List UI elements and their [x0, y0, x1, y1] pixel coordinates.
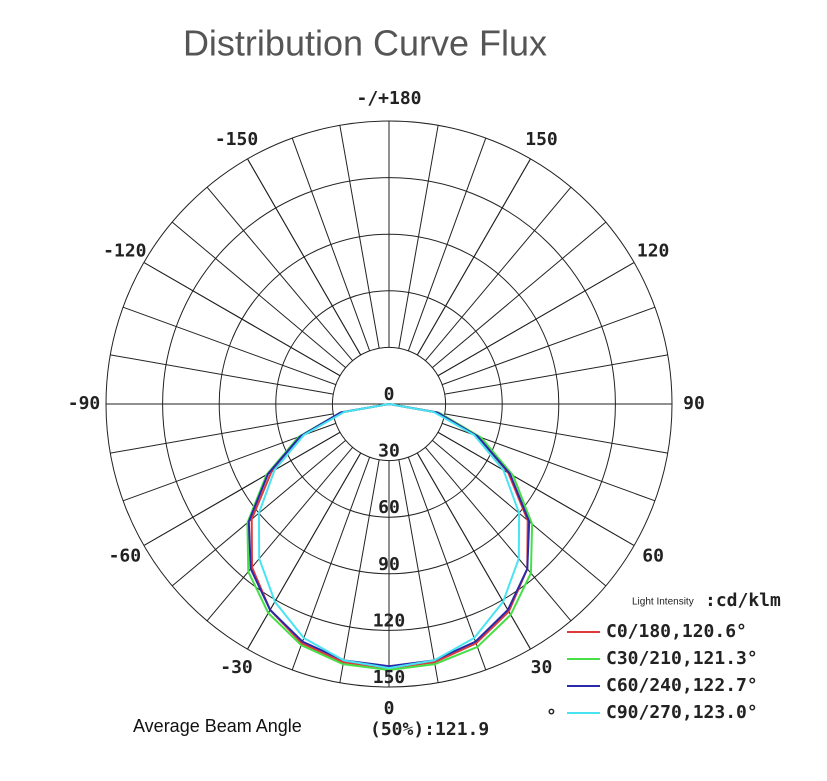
radial-tick-label: 150 — [373, 667, 406, 688]
spoke — [398, 459, 439, 683]
spoke — [432, 221, 607, 369]
angle-tick-label: 120 — [637, 241, 670, 262]
spoke — [424, 186, 572, 361]
spoke — [442, 306, 656, 386]
spoke — [339, 459, 380, 683]
intensity-curve — [257, 403, 521, 670]
beam-degree: ° — [546, 706, 557, 727]
intensity-curve — [246, 403, 534, 672]
angle-tick-label: 150 — [525, 129, 558, 150]
spoke — [291, 457, 371, 671]
angle-tick-label: 90 — [683, 393, 705, 414]
spoke — [339, 125, 380, 349]
spoke — [122, 306, 336, 386]
spoke — [206, 447, 354, 622]
unit: :cd/klm — [705, 590, 781, 611]
chart-title: Distribution Curve Flux — [183, 23, 547, 64]
legend-label: C90/270,123.0° — [606, 702, 758, 723]
angle-grid-line — [143, 262, 341, 377]
angle-grid-line — [247, 452, 362, 650]
beam-label: Average Beam Angle — [133, 716, 302, 736]
spoke — [407, 137, 487, 351]
angle-tick-label: -90 — [68, 393, 101, 414]
angle-tick-label: -150 — [215, 129, 258, 150]
legend-label: C30/210,121.3° — [606, 648, 758, 669]
spoke — [110, 354, 334, 395]
spoke — [444, 413, 668, 454]
angle-grid-line — [437, 431, 635, 546]
intensity-curve — [247, 403, 531, 668]
angle-tick-label: -120 — [103, 241, 146, 262]
spoke — [398, 125, 439, 349]
legend-label: C60/240,122.7° — [606, 675, 758, 696]
angle-tick-label: -30 — [220, 657, 253, 678]
spoke — [444, 354, 668, 395]
unit-prefix: Light Intensity — [632, 597, 694, 608]
spoke — [291, 137, 371, 351]
spoke — [171, 221, 346, 369]
angle-tick-label: 30 — [531, 657, 553, 678]
spoke — [407, 457, 487, 671]
radial-tick-label: 120 — [373, 610, 406, 631]
radial-tick-label: 90 — [378, 554, 400, 575]
angle-tick-label: -/+180 — [356, 88, 421, 109]
angle-tick-label: 60 — [642, 546, 664, 567]
radial-tick-label: 0 — [384, 384, 395, 405]
angle-grid-line — [416, 452, 531, 650]
angle-grid-line — [437, 262, 635, 377]
spoke — [110, 413, 334, 454]
beam-value: (50%):121.9 — [370, 719, 489, 740]
angle-grid-line — [143, 431, 341, 546]
angle-grid-line — [247, 158, 362, 356]
radial-tick-label: 30 — [378, 441, 400, 462]
radial-tick-label: 60 — [378, 497, 400, 518]
spoke — [424, 447, 572, 622]
legend-label: C0/180,120.6° — [606, 621, 747, 642]
spoke — [206, 186, 354, 361]
angle-tick-label: -60 — [109, 546, 142, 567]
angle-grid-line — [416, 158, 531, 356]
angle-tick-label: 0 — [384, 698, 395, 719]
